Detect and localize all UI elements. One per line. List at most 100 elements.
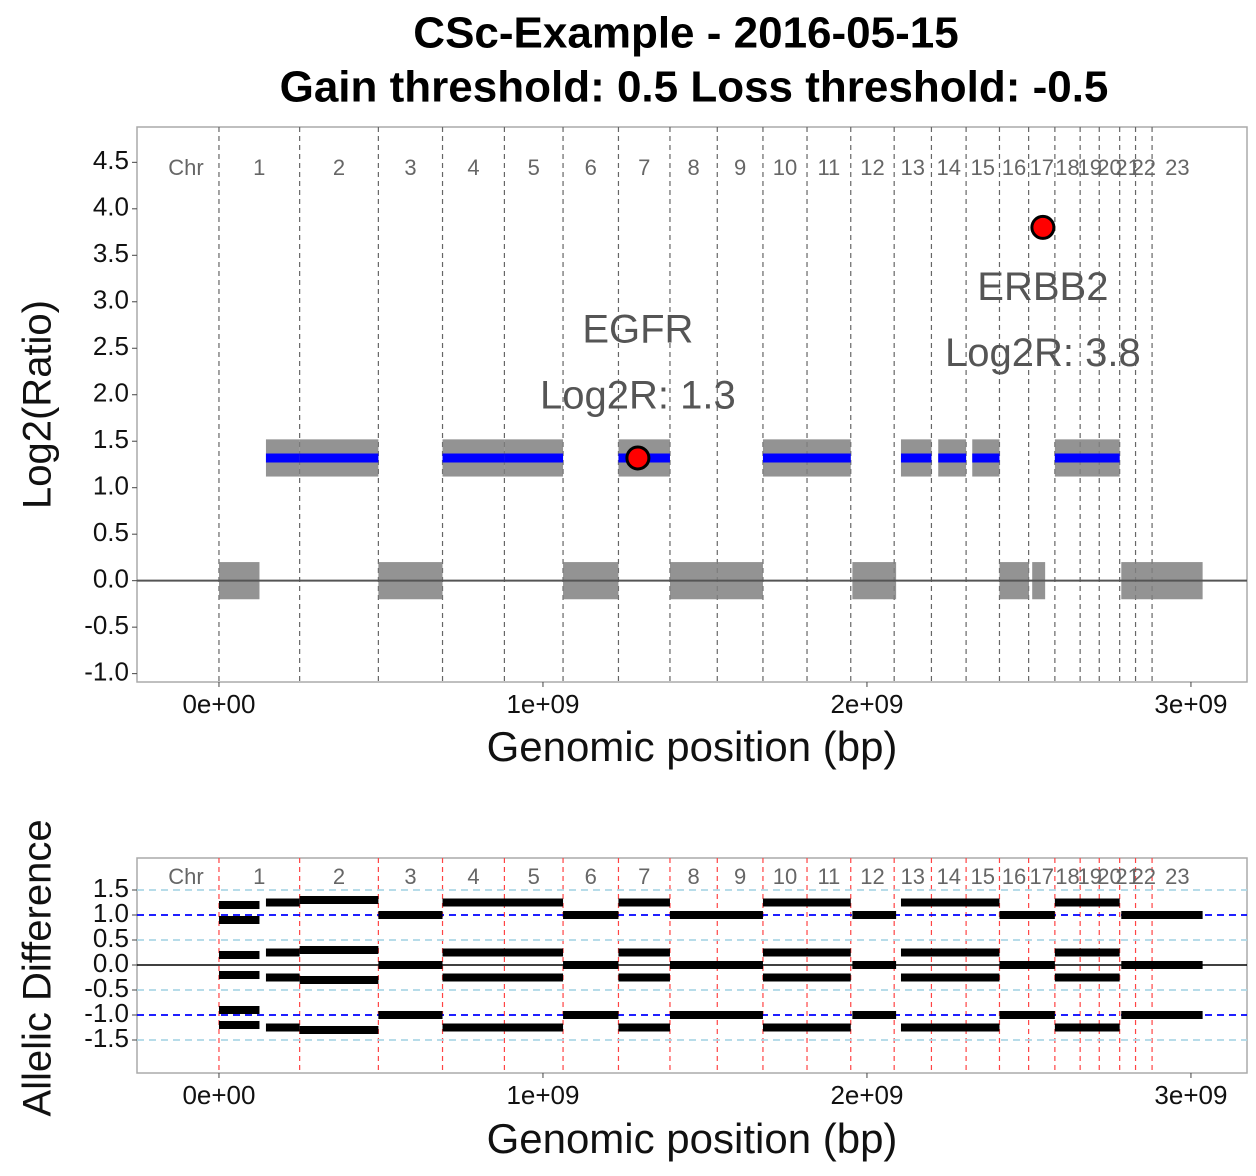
allelic-band [265,1023,300,1032]
y-axis-title: Log2(Ratio) [16,300,60,509]
chromosome-label: 2 [333,864,345,889]
chromosome-label: 22 [1132,155,1156,180]
allelic-band [999,1011,1055,1019]
y-tick-label: 4.0 [93,192,129,222]
y-tick-label: 2.0 [93,378,129,408]
allelic-band [299,896,379,904]
x-axis-title: Genomic position (bp) [487,1115,898,1162]
allelic-band [618,1023,670,1032]
chromosome-label: 12 [860,155,884,180]
allelic-band [442,973,564,982]
y-tick-label: 3.0 [93,285,129,315]
allelic-band [618,973,670,982]
allelic-band [669,961,763,969]
chromosome-label: 6 [585,864,597,889]
chromosome-label: 11 [817,864,840,889]
chromosome-label: 22 [1132,864,1156,889]
allelic-band [852,911,897,919]
allelic-band [999,961,1055,969]
allelic-band [618,948,670,957]
chromosome-label: 16 [1002,864,1026,889]
y-tick-label: 0.0 [93,948,129,978]
allelic-band [1054,1023,1120,1032]
allelic-band [563,1011,619,1019]
chromosome-label: 4 [467,155,479,180]
chromosome-label: 14 [937,155,961,180]
chromosome-label: 17 [1030,864,1054,889]
chart-subtitle: Gain threshold: 0.5 Loss threshold: -0.5 [280,63,1109,112]
chromosome-label: 8 [687,155,699,180]
allelic-band [218,951,260,959]
allelic-band [218,916,260,924]
chromosome-label: 5 [528,864,540,889]
allelic-band [218,971,260,979]
allelic-band [669,1011,763,1019]
y-tick-label: 3.5 [93,238,129,268]
chromosome-label: 21 [1115,155,1139,180]
chromosome-label: 1 [253,864,265,889]
allelic-band [618,898,670,907]
y-tick-label: -0.5 [84,610,129,640]
gene-point [1030,214,1056,240]
y-tick-label: -1.0 [84,657,129,687]
x-tick-label: 2e+09 [830,689,903,719]
chromosome-label: 8 [687,864,699,889]
chromosome-label: 4 [467,864,479,889]
allelic-band [218,901,260,909]
allelic-band [442,898,564,907]
chromosome-label: 5 [528,155,540,180]
chromosome-label: 20 [1097,155,1121,180]
allelic-band [563,911,619,919]
allelic-band [1121,911,1203,919]
allelic-band [669,911,763,919]
chromosome-label: 18 [1055,864,1079,889]
allelic-band [1121,961,1203,969]
x-tick-label: 0e+00 [182,689,255,719]
allelic-band [762,898,851,907]
allelic-band [299,946,379,954]
chromosome-label: 6 [585,155,597,180]
gene-label: ERBB2 [977,265,1108,309]
allelic-band [762,973,851,982]
allelic-band [442,948,564,957]
allelic-band [900,948,1000,957]
allelic-band [852,1011,897,1019]
chromosome-label: 13 [901,864,925,889]
chromosome-label: 17 [1030,155,1054,180]
allelic-band [1054,948,1120,957]
allelic-band [378,911,443,919]
allelic-band [900,898,1000,907]
allelic-band [1121,1011,1203,1019]
x-tick-label: 1e+09 [506,689,579,719]
chromosome-label: 3 [404,864,416,889]
chromosome-label: 23 [1165,155,1189,180]
allelic-band [999,911,1055,919]
chromosome-label: 15 [971,864,995,889]
allelic-band [265,973,300,982]
chart-title: CSc-Example - 2016-05-15 [413,9,958,58]
allelic-band [563,961,619,969]
y-tick-label: -0.5 [84,973,129,1003]
x-axis-title: Genomic position (bp) [487,723,898,770]
allelic-band [265,948,300,957]
y-axis-title: Allelic Difference [16,819,60,1116]
y-tick-label: 1.0 [93,471,129,501]
allelic-band [852,961,897,969]
x-tick-label: 1e+09 [506,1080,579,1110]
gene-label: EGFR [582,308,693,352]
y-tick-label: -1.0 [84,998,129,1028]
chromosome-label: 7 [638,155,650,180]
allelic-band [299,976,379,984]
x-tick-label: 2e+09 [830,1080,903,1110]
allelic-band [762,1023,851,1032]
x-tick-label: 0e+00 [182,1080,255,1110]
allelic-band [378,1011,443,1019]
y-tick-label: 0.5 [93,923,129,953]
chromosome-label: 20 [1097,864,1121,889]
y-tick-label: 1.5 [93,873,129,903]
chromosome-label: 16 [1002,155,1026,180]
allelic-band [299,1026,379,1034]
chromosome-label: 19 [1077,864,1101,889]
chromosome-label: 10 [773,155,797,180]
